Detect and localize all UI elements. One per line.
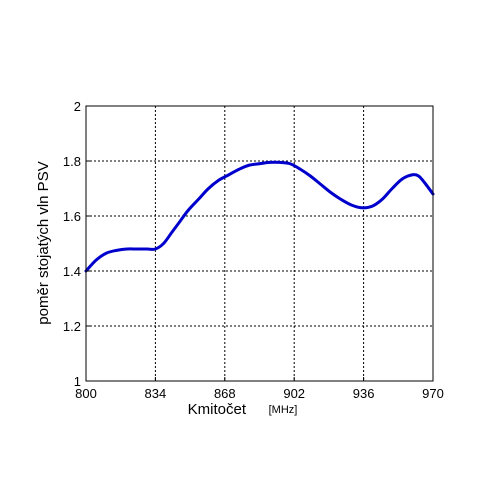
y-axis-label: poměr stojatých vln PSV [35, 161, 52, 324]
x-tick-label: 800 [75, 386, 97, 401]
grid [86, 106, 433, 381]
y-tick-label: 2 [74, 99, 81, 114]
plot-frame [85, 105, 434, 382]
series-layer [84, 160, 435, 273]
x-tick-label: 834 [145, 386, 167, 401]
y-tick-label: 1.2 [63, 319, 81, 334]
y-tick-label: 1.6 [63, 209, 81, 224]
plot-area [86, 106, 433, 381]
y-tick-label: 1.4 [63, 264, 81, 279]
series-line [84, 160, 435, 273]
x-tick-label: 902 [283, 386, 305, 401]
x-tick-label: 936 [353, 386, 375, 401]
x-axis-ticks: 800 834 868 902 936 970 [75, 377, 444, 401]
x-axis-label: Kmitočet [188, 401, 247, 418]
y-axis-ticks: 1 1.2 1.4 1.6 1.8 2 [63, 99, 90, 389]
x-tick-label: 868 [214, 386, 236, 401]
y-tick-label: 1.8 [63, 154, 81, 169]
x-axis-unit: [MHz] [269, 404, 298, 416]
y-tick-label: 1 [74, 374, 81, 389]
x-tick-label: 970 [422, 386, 444, 401]
